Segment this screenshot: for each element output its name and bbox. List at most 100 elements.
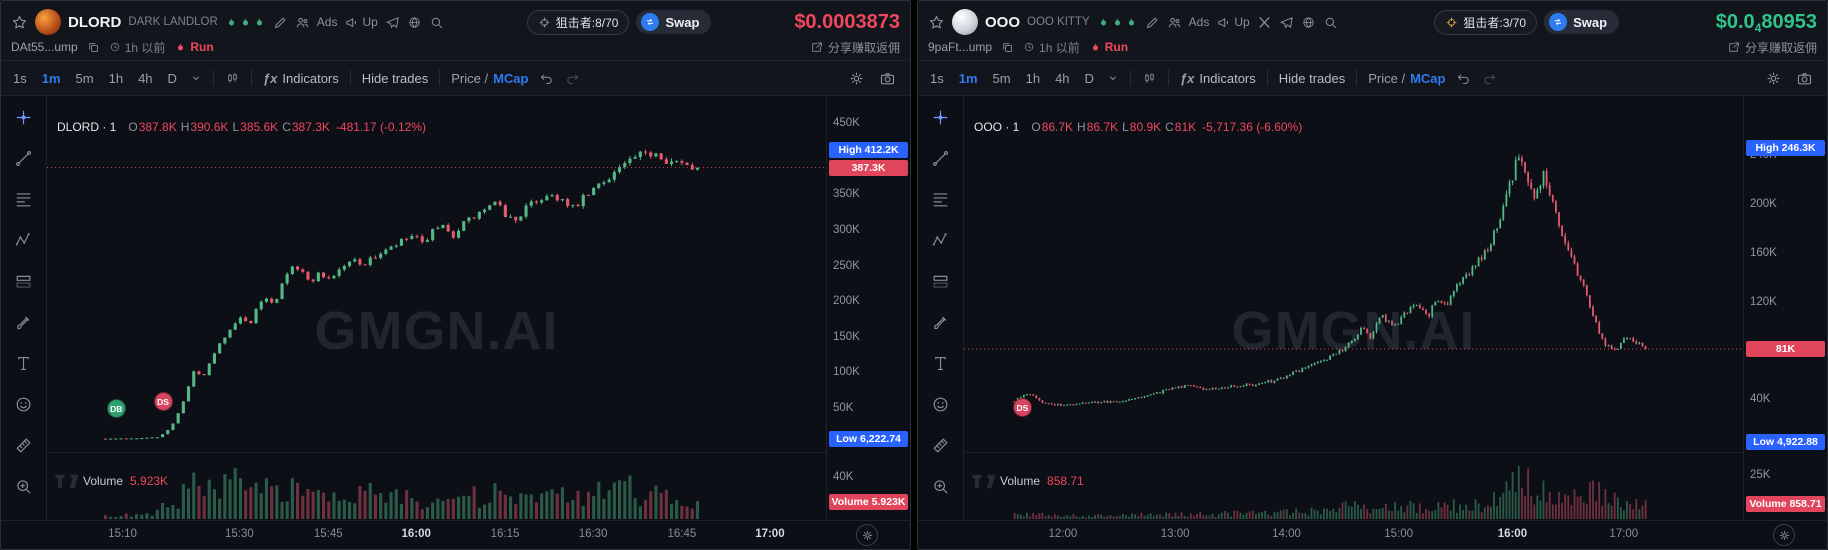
price-axis-label: 250K [833, 259, 860, 272]
pattern-tool-icon[interactable] [14, 231, 33, 250]
position-tool-icon[interactable] [14, 272, 33, 291]
emoji-tool-icon[interactable] [931, 395, 950, 414]
camera-icon[interactable] [879, 70, 896, 87]
settings-gear-icon[interactable] [1765, 70, 1782, 87]
price-axis-label: 200K [833, 295, 860, 308]
search-icon[interactable] [429, 15, 444, 30]
position-tool-icon[interactable] [931, 272, 950, 291]
search-icon[interactable] [1323, 15, 1338, 30]
trendline-tool-icon[interactable] [931, 149, 950, 168]
fibonacci-tool-icon[interactable] [14, 190, 33, 209]
token-avatar[interactable] [35, 9, 61, 35]
token-address[interactable]: DAt55...ump [11, 40, 78, 54]
share-referral-button[interactable]: 分享赚取返佣 [1727, 39, 1817, 56]
chevron-down-icon[interactable] [190, 72, 202, 84]
timeframe-1h[interactable]: 1h [1025, 70, 1041, 86]
ads-label[interactable]: Ads [316, 15, 338, 29]
swap-button[interactable]: Swap [636, 10, 712, 34]
globe-icon[interactable] [407, 15, 422, 30]
fibonacci-tool-icon[interactable] [931, 190, 950, 209]
sniper-badge[interactable]: 狙击者:3/70 [1434, 9, 1538, 35]
camera-icon[interactable] [1796, 70, 1813, 87]
members-icon[interactable] [1167, 15, 1182, 30]
members-icon[interactable] [295, 15, 310, 30]
copy-icon[interactable] [1001, 41, 1014, 54]
trade-marker-ds[interactable]: DS [1012, 398, 1032, 418]
chart-area[interactable]: GMGN.AI DLORD · 1 O387.8K H390.6K L385.6K C… [47, 96, 826, 520]
indicators-button[interactable]: ƒx Indicators [1180, 71, 1256, 86]
emoji-tool-icon[interactable] [14, 395, 33, 414]
pencil-icon[interactable] [273, 15, 288, 30]
telegram-icon[interactable] [1279, 15, 1294, 30]
pattern-tool-icon[interactable] [931, 231, 950, 250]
up-label: Up [1234, 15, 1250, 29]
timeframe-1d[interactable]: D [1084, 70, 1094, 86]
up-vote-button[interactable]: Up [1216, 15, 1250, 30]
chart-area[interactable]: GMGN.AI OOO · 1 O86.7K H86.7K L80.9K C81K -… [964, 96, 1743, 520]
timeframe-5m[interactable]: 5m [75, 70, 94, 86]
timeframe-1d[interactable]: D [167, 70, 177, 86]
timeframe-4h[interactable]: 4h [1055, 70, 1070, 86]
zoom-tool-icon[interactable] [931, 477, 950, 496]
redo-icon[interactable] [1482, 71, 1497, 86]
time-label: 16:00 [401, 528, 431, 540]
price-axis[interactable]: 240K200K160K120K40K25KHigh 246.3K81KLow … [1743, 96, 1827, 520]
token-avatar[interactable] [952, 9, 978, 35]
timezone-gear-icon[interactable] [856, 524, 878, 546]
time-axis[interactable]: 12:00 13:00 14:00 15:00 16:00 17:00 [918, 520, 1827, 548]
price-mcap-toggle[interactable]: Price / MCap [1368, 71, 1445, 86]
timeframe-1s[interactable]: 1s [13, 70, 27, 86]
favorite-star-icon[interactable] [11, 14, 28, 31]
brush-tool-icon[interactable] [931, 313, 950, 332]
token-address[interactable]: 9paFt...ump [928, 40, 993, 54]
undo-icon[interactable] [539, 71, 554, 86]
chart-canvas [964, 154, 1743, 519]
price-prefix: $0.0 [1715, 10, 1755, 33]
run-indicator[interactable]: Run [1089, 40, 1128, 54]
redo-icon[interactable] [565, 71, 580, 86]
telegram-icon[interactable] [385, 15, 400, 30]
ruler-tool-icon[interactable] [931, 436, 950, 455]
favorite-star-icon[interactable] [928, 14, 945, 31]
candle-style-icon[interactable] [1142, 71, 1157, 86]
copy-icon[interactable] [87, 41, 100, 54]
globe-icon[interactable] [1301, 15, 1316, 30]
settings-gear-icon[interactable] [848, 70, 865, 87]
crosshair-tool-icon[interactable] [931, 108, 950, 127]
price-axis[interactable]: 450K 350K 300K 250K 200K 150K 100K 50K 40K High 4… [826, 96, 910, 520]
undo-icon[interactable] [1456, 71, 1471, 86]
trendline-tool-icon[interactable] [14, 149, 33, 168]
timeframe-1m[interactable]: 1m [958, 70, 978, 86]
hide-trades-button[interactable]: Hide trades [1278, 70, 1346, 86]
run-indicator[interactable]: Run [174, 40, 214, 54]
candle-style-icon[interactable] [225, 71, 240, 86]
time-axis[interactable]: 15:10 15:30 15:45 16:00 16:15 16:30 16:45 17:00 [1, 520, 910, 548]
share-referral-button[interactable]: 分享赚取返佣 [810, 39, 900, 56]
text-tool-icon[interactable] [14, 354, 33, 373]
crosshair-tool-icon[interactable] [14, 108, 33, 127]
timeframe-5m[interactable]: 5m [992, 70, 1011, 86]
share-label: 分享赚取返佣 [1744, 40, 1817, 55]
ruler-tool-icon[interactable] [14, 436, 33, 455]
up-vote-button[interactable]: Up [344, 15, 378, 30]
swap-button[interactable]: Swap [1544, 10, 1620, 34]
trade-marker-ds[interactable]: DS [153, 392, 173, 412]
timeframe-4h[interactable]: 4h [138, 70, 153, 86]
timeframe-1h[interactable]: 1h [108, 70, 124, 86]
indicators-button[interactable]: ƒx Indicators [263, 71, 339, 86]
timeframe-1m[interactable]: 1m [41, 70, 61, 86]
brush-tool-icon[interactable] [14, 313, 33, 332]
pencil-icon[interactable] [1145, 15, 1160, 30]
chevron-down-icon[interactable] [1107, 72, 1119, 84]
timeframe-1s[interactable]: 1s [930, 70, 944, 86]
sniper-badge[interactable]: 狙击者:8/70 [526, 9, 630, 35]
ads-label[interactable]: Ads [1188, 15, 1210, 29]
price-mcap-toggle[interactable]: Price / MCap [451, 71, 528, 86]
zoom-tool-icon[interactable] [14, 477, 33, 496]
hide-trades-button[interactable]: Hide trades [361, 70, 429, 86]
high-badge: High 246.3K [1746, 139, 1825, 156]
timezone-gear-icon[interactable] [1773, 524, 1795, 546]
text-tool-icon[interactable] [931, 354, 950, 373]
trade-marker-db[interactable]: DB [106, 399, 126, 419]
x-social-icon[interactable] [1257, 15, 1272, 30]
